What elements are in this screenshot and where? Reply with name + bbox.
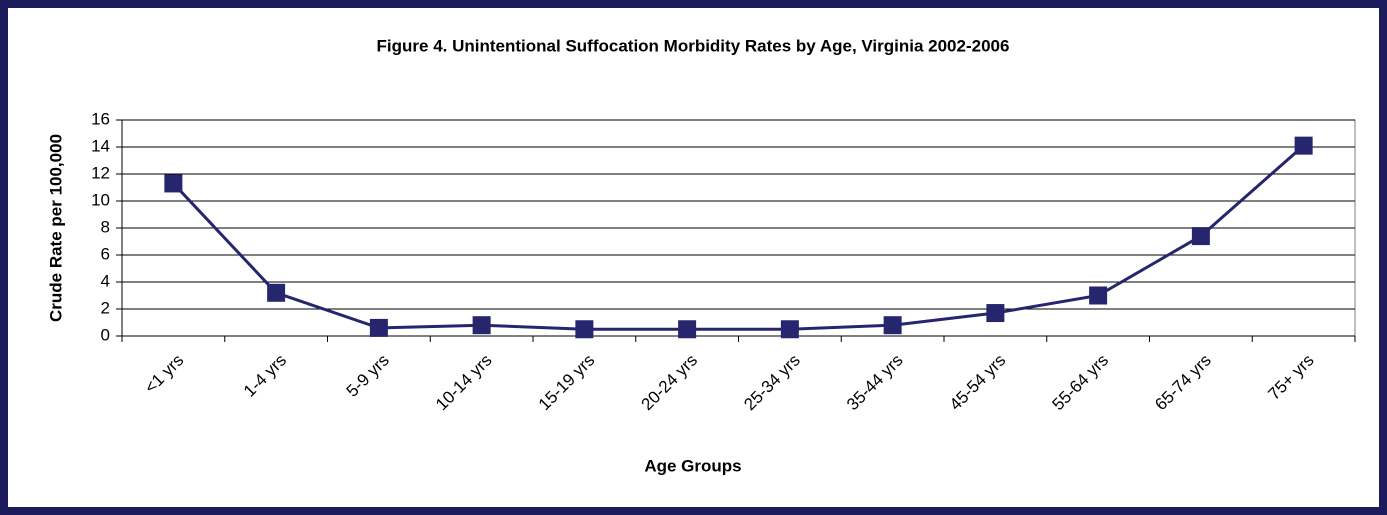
data-point [780, 320, 799, 339]
data-point [267, 283, 286, 302]
data-line [172, 144, 1305, 331]
data-point [678, 320, 697, 339]
y-tick-label: 2 [101, 298, 110, 317]
data-point [883, 316, 902, 335]
data-point [986, 304, 1005, 323]
data-point [472, 316, 491, 335]
data-point [1089, 286, 1108, 305]
data-point [1294, 136, 1313, 155]
data-point [369, 318, 388, 337]
y-tick-label: 12 [91, 163, 110, 182]
y-tick-label: 14 [91, 136, 110, 155]
y-tick-label: 8 [101, 217, 110, 236]
chart-title: Figure 4. Unintentional Suffocation Morb… [377, 36, 1010, 55]
y-axis-label: Crude Rate per 100,000 [46, 134, 65, 322]
y-tick-label: 6 [101, 244, 110, 263]
y-tick-label: 0 [101, 325, 110, 344]
data-point [164, 174, 183, 193]
y-tick-label: 4 [101, 271, 110, 290]
data-point [575, 320, 594, 339]
y-tick-label: 16 [91, 109, 110, 128]
y-tick-label: 10 [91, 190, 110, 209]
data-point [1191, 227, 1210, 246]
x-axis-label: Age Groups [644, 456, 741, 475]
